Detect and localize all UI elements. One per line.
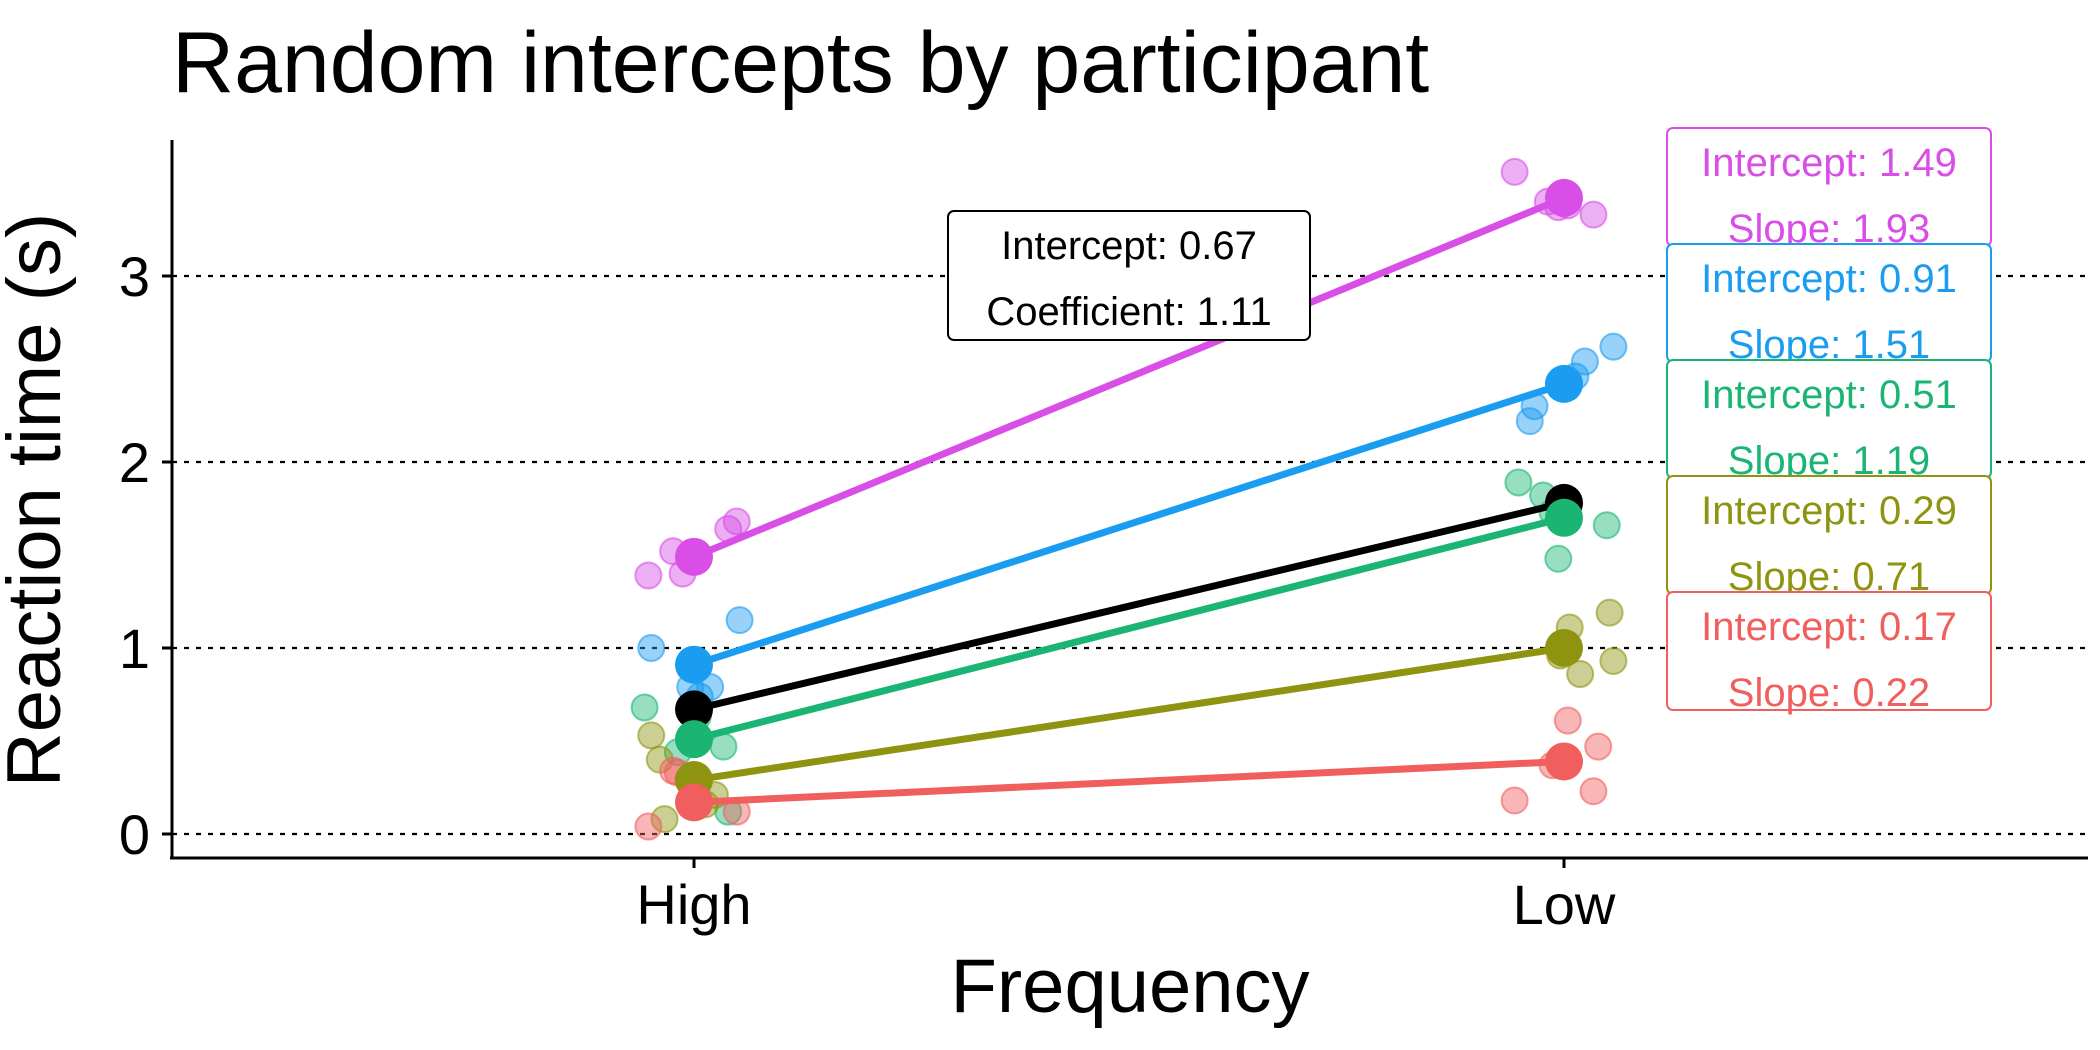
x-tick-label-1: Low — [1513, 873, 1616, 936]
series-label-0-text-0: Intercept: 1.49 — [1701, 141, 1957, 185]
series-0-mean-low — [1545, 178, 1583, 217]
overall-label-box — [947, 210, 1311, 341]
raw-point-2-9 — [1544, 544, 1573, 573]
raw-point-4-2 — [634, 812, 663, 841]
raw-point-4-6 — [1500, 786, 1529, 815]
raw-point-3-7 — [1566, 660, 1595, 689]
raw-point-4-8 — [1584, 732, 1613, 761]
y-tick-label-2: 2 — [119, 431, 150, 494]
raw-point-0-9 — [1579, 200, 1608, 229]
x-tick-label-0: High — [636, 873, 751, 936]
series-2-mean-high — [675, 720, 713, 759]
series-4-mean-high — [675, 783, 713, 822]
raw-point-1-5 — [1599, 332, 1628, 361]
series-label-2-text-0: Intercept: 0.51 — [1701, 373, 1957, 417]
series-1-mean-low — [1545, 364, 1583, 403]
series-1-line — [690, 380, 1568, 669]
overall-label: Intercept: 0.67 Coefficient: 1.11 — [947, 210, 1311, 341]
axes — [170, 140, 2088, 860]
raw-point-1-9 — [1570, 347, 1599, 376]
raw-point-3-0 — [650, 805, 679, 834]
raw-point-1-0 — [637, 634, 666, 662]
series-1-mean-high — [675, 645, 713, 684]
series-label-3-text-0: Intercept: 0.29 — [1701, 489, 1957, 533]
y-tick-label-0: 0 — [119, 803, 150, 866]
series-label-4-box — [1666, 591, 1992, 711]
series-label-4: Intercept: 0.17 Slope: 0.22 — [1666, 591, 1992, 715]
raw-point-3-4 — [637, 721, 666, 750]
series-label-4-text-0: Intercept: 0.17 — [1701, 605, 1957, 649]
raw-point-0-8 — [1500, 157, 1529, 186]
raw-point-3-5 — [1595, 598, 1624, 627]
overall-label-text-1: Coefficient: 1.11 — [986, 290, 1271, 334]
mean-points — [675, 178, 1583, 822]
raw-point-2-2 — [630, 693, 659, 722]
series-2-line — [690, 514, 1568, 743]
series-0-line — [690, 194, 1568, 561]
overall-line — [690, 499, 1568, 713]
ticks: 0 1 2 3 High Low — [119, 245, 1616, 936]
raw-point-2-8 — [1504, 468, 1533, 497]
raw-point-1-1 — [725, 606, 754, 635]
raw-point-0-3 — [722, 507, 751, 536]
overall-label-text-0: Intercept: 0.67 — [1001, 224, 1257, 268]
raw-point-4-5 — [1553, 706, 1582, 735]
y-tick-label-1: 1 — [119, 617, 150, 680]
series-lines — [690, 194, 1568, 806]
series-3-mean-low — [1545, 629, 1583, 667]
series-4-line — [690, 757, 1568, 806]
series-label-4-text-1: Slope: 0.22 — [1728, 671, 1930, 715]
series-label-1-text-0: Intercept: 0.91 — [1701, 257, 1957, 301]
raw-point-3-9 — [1599, 647, 1628, 676]
series-0-mean-high — [675, 537, 713, 576]
y-axis-title: Reaction time (s) — [0, 213, 77, 787]
series-3-line — [690, 644, 1568, 784]
raw-point-1-7 — [1515, 407, 1544, 436]
overall-mean-high — [675, 690, 713, 729]
series-4-mean-low — [1545, 742, 1583, 781]
x-axis-title: Frequency — [950, 944, 1309, 1029]
series-2-mean-low — [1545, 498, 1583, 537]
raw-point-2-7 — [1592, 511, 1621, 540]
raw-point-0-4 — [634, 561, 663, 590]
raw-point-4-7 — [1579, 777, 1608, 806]
chart-title: Random intercepts by participant — [172, 15, 1429, 111]
y-tick-label-3: 3 — [119, 245, 150, 308]
